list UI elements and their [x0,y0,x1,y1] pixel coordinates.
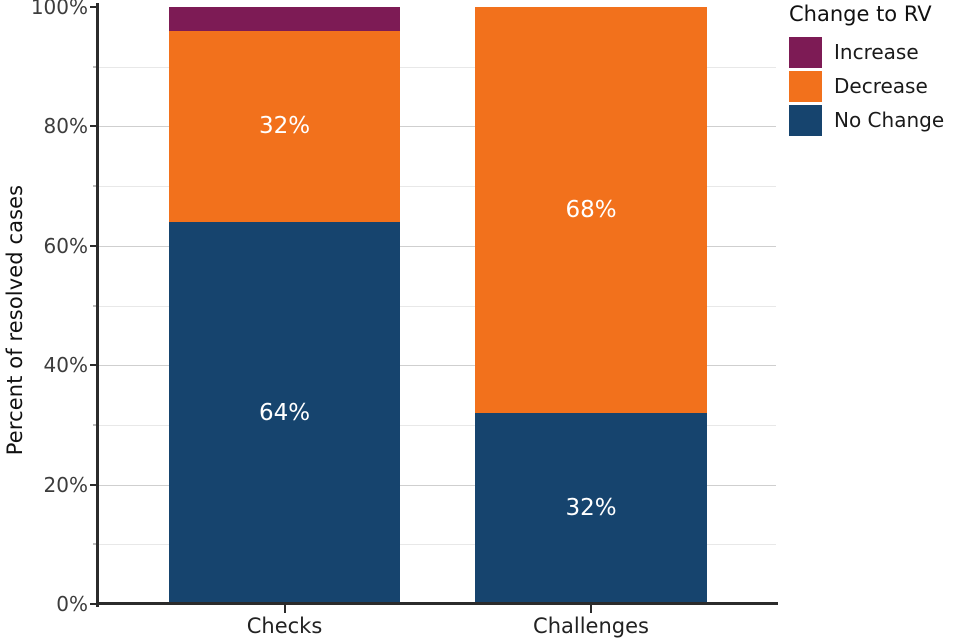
gridline-major [98,245,776,247]
gridline-major [98,365,776,367]
bar-segment-decrease[interactable] [475,7,707,413]
gridline-minor [98,305,776,307]
y-tick-mark-minor [93,66,98,68]
gridline-minor [98,66,776,68]
y-tick-mark [90,603,98,605]
y-tick-label: 0% [56,592,88,616]
legend-swatch-icon [789,104,822,136]
y-tick-mark-minor [93,305,98,306]
gridline-major [98,126,776,128]
y-axis-title: Percent of resolved cases [3,184,27,456]
y-tick-mark [90,244,98,247]
y-tick-mark [90,6,98,8]
legend-item-decrease[interactable]: Decrease [789,69,960,103]
x-tick-mark [283,605,286,613]
y-tick-mark [90,364,98,367]
legend-swatch-icon [789,36,822,68]
plot-inner: 64% 32% 32% 68% [98,7,776,604]
bar-segment-no-change[interactable] [475,412,707,604]
gridline-major [98,484,776,486]
y-axis-spine [96,3,99,607]
bar-challenges[interactable]: 32% 68% [475,7,707,604]
y-tick-mark-minor [93,543,98,545]
legend-swatch-icon [789,70,822,102]
legend-item-no-change[interactable]: No Change [789,103,960,137]
bar-segment-decrease[interactable] [169,30,400,222]
bar-checks[interactable]: 64% 32% [169,7,400,604]
legend: Change to RV Increase Decrease No Change [789,2,960,137]
legend-title: Change to RV [789,2,932,26]
x-tick-label-checks: Checks [246,614,323,638]
bar-segment-no-change[interactable] [169,221,400,604]
y-tick-mark [90,125,98,128]
y-tick-label: 40% [43,353,88,378]
y-tick-mark [90,483,98,486]
legend-item-label: No Change [834,108,945,132]
gridline-minor [98,186,776,188]
y-tick-label: 80% [43,114,88,139]
legend-item-label: Decrease [834,74,928,98]
y-tick-mark-minor [93,424,98,426]
legend-entries: Increase Decrease No Change [789,35,960,137]
plot-area: 64% 32% 32% 68% [98,7,776,604]
x-axis-spine [96,602,778,605]
y-tick-mark-minor [93,185,98,187]
gridline-minor [98,544,776,546]
y-tick-label: 100% [30,0,88,19]
gridline-minor [98,424,776,426]
x-tick-mark [590,605,592,613]
bar-segment-increase[interactable] [169,7,400,31]
legend-item-increase[interactable]: Increase [789,35,960,69]
y-tick-label: 60% [43,233,88,258]
legend-item-label: Increase [834,40,919,64]
x-tick-label-challenges: Challenges [533,614,649,638]
y-tick-label: 20% [43,472,88,497]
